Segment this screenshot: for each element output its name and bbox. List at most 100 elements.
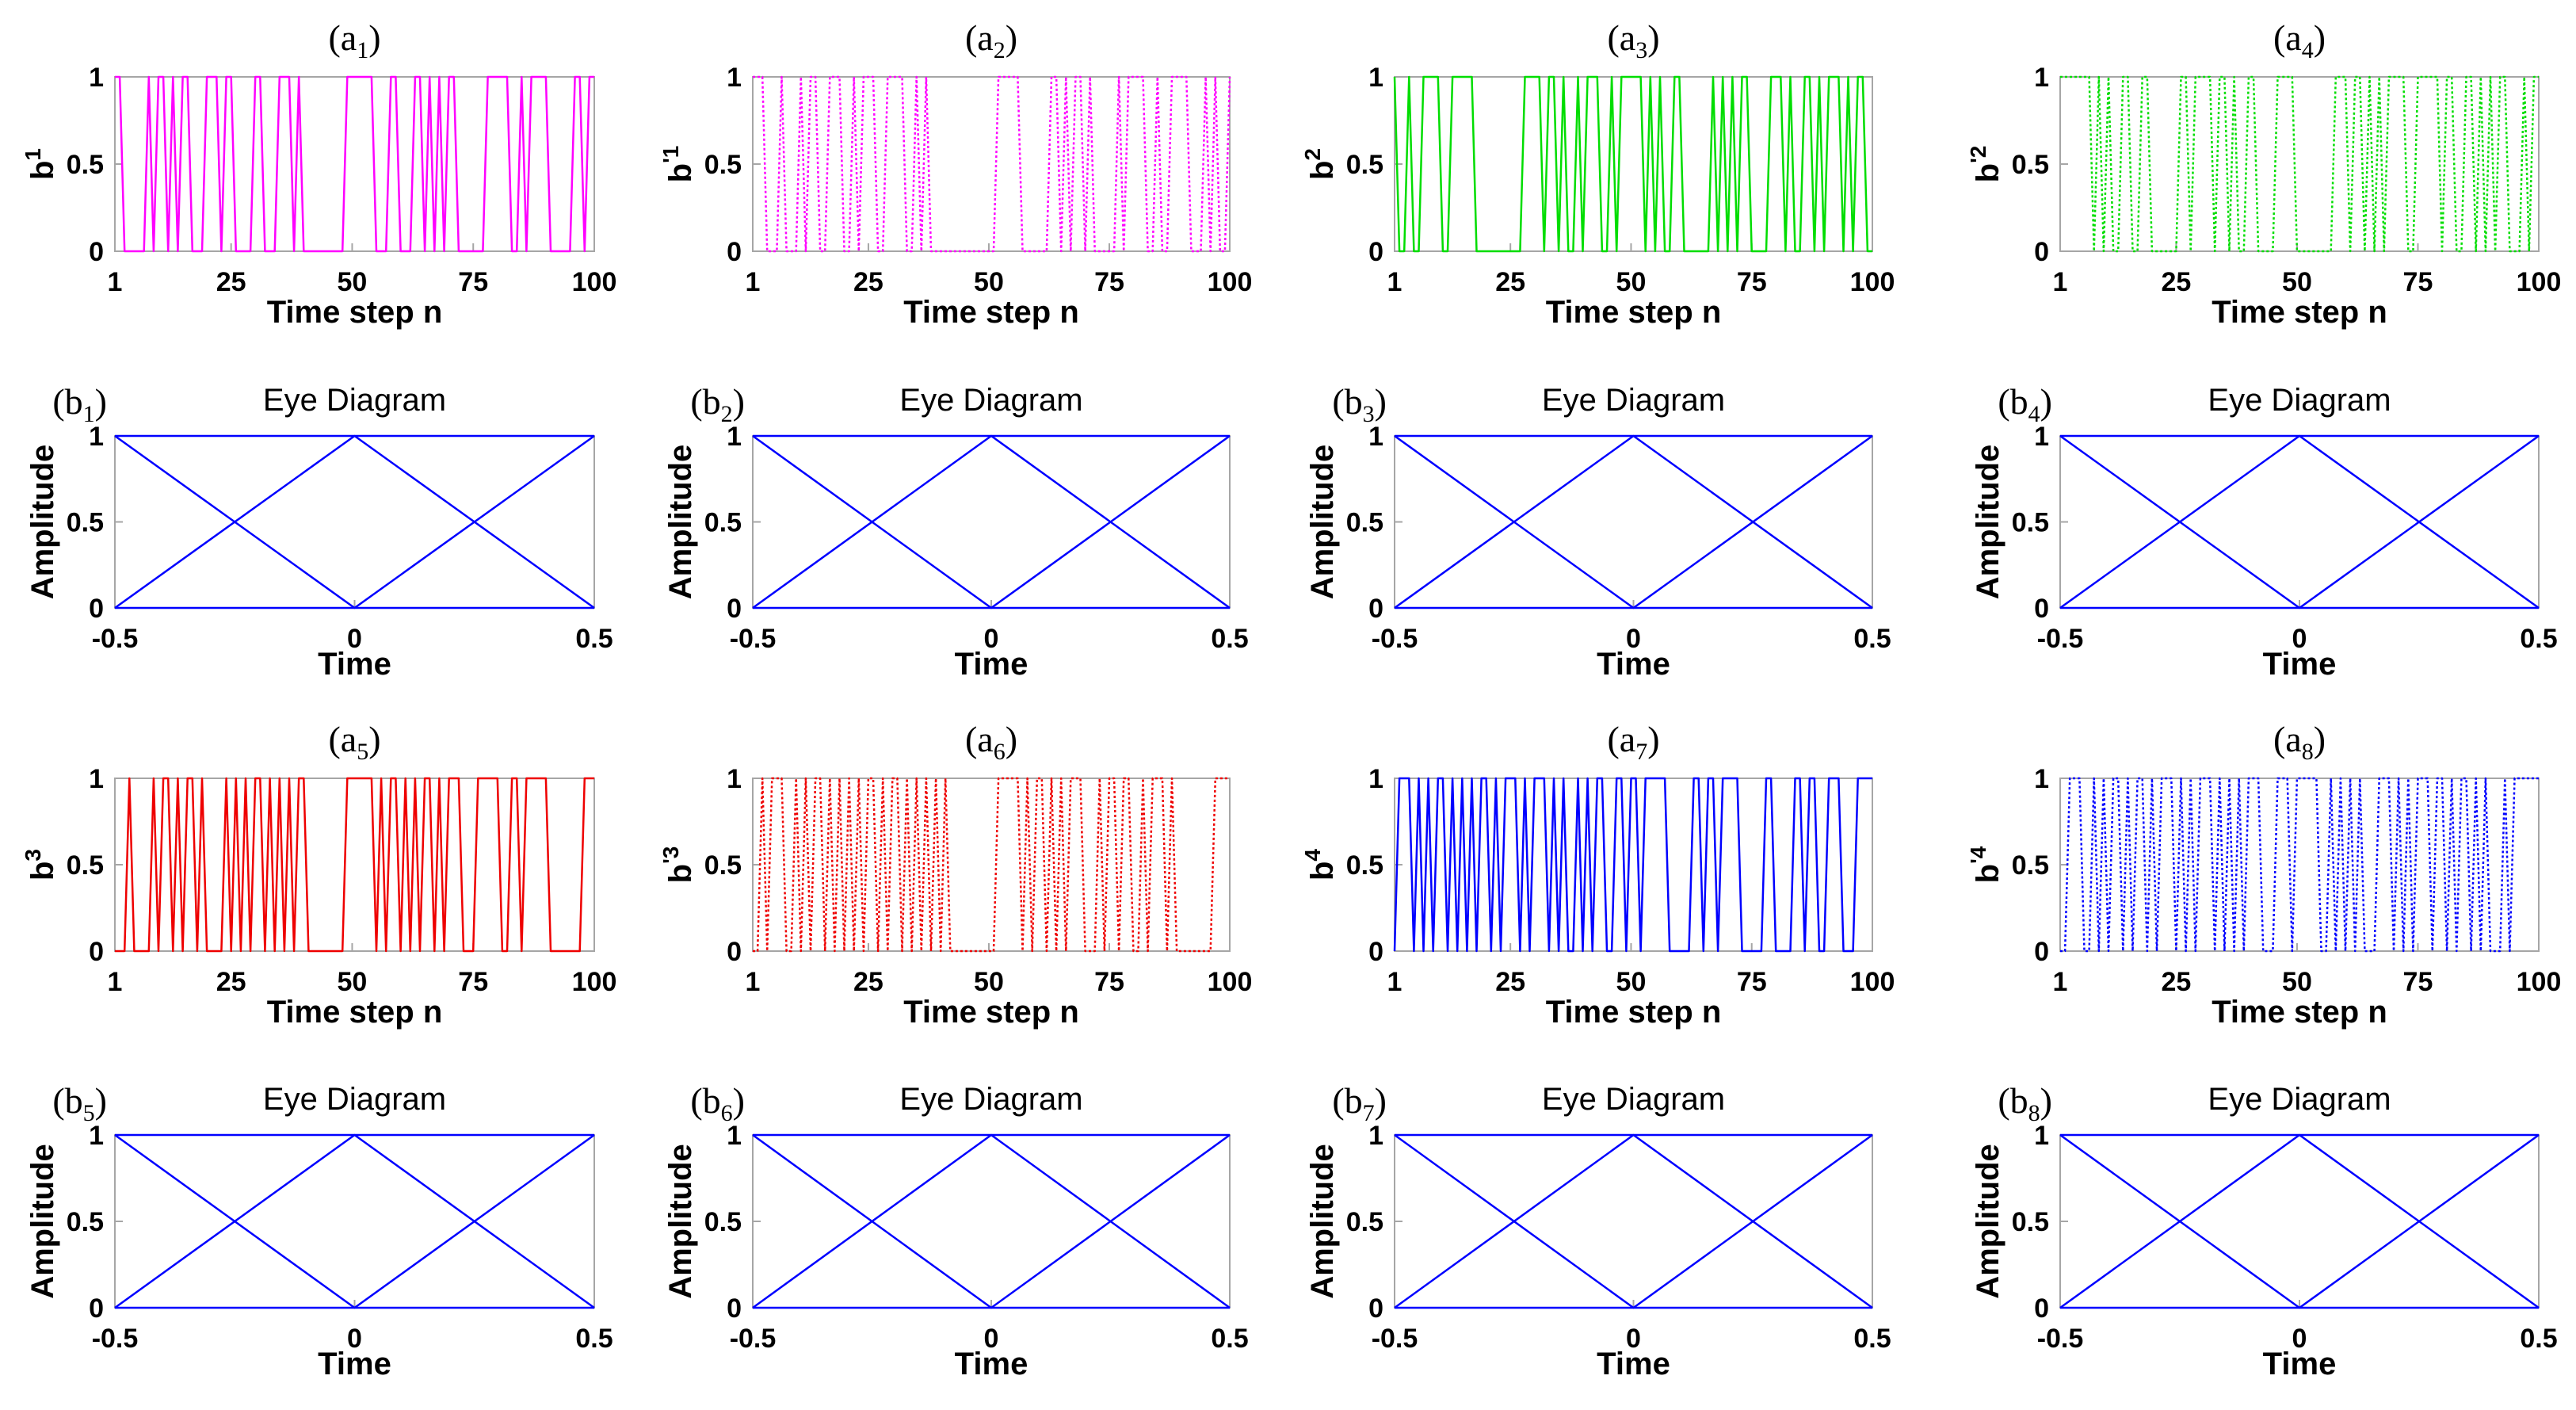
x-tick-label: 50 xyxy=(1616,967,1647,997)
panel-label-letter: b xyxy=(703,381,721,422)
series-line-fall-rise xyxy=(2059,1133,2540,1309)
x-tick-label: -0.5 xyxy=(1372,1324,1418,1354)
y-tick-label: 1 xyxy=(2034,764,2049,794)
x-tick-label: 50 xyxy=(1616,267,1647,297)
axes-frame xyxy=(752,1134,1231,1309)
x-tick-label: 75 xyxy=(1094,267,1124,297)
panel-label-close: ) xyxy=(2314,719,2326,759)
axes-frame xyxy=(752,435,1231,609)
y-tick-label: 0.5 xyxy=(67,850,104,881)
panel-label-open: ( xyxy=(690,1080,702,1121)
y-tick-label: 1 xyxy=(727,764,742,794)
series-line-fall-rise xyxy=(2059,434,2540,609)
panel-label: (b3) xyxy=(1332,381,1387,427)
panel-label-letter: b xyxy=(2010,381,2028,422)
panel-label: (a5) xyxy=(328,719,380,765)
x-axis-label: Time step n xyxy=(903,995,1079,1030)
y-tick-label: 1 xyxy=(89,422,104,452)
x-tick-label: 75 xyxy=(458,967,488,997)
x-tick-label: 0 xyxy=(2292,1324,2307,1354)
y-tick-label: 0 xyxy=(1368,1293,1383,1324)
panel-label-open: ( xyxy=(52,1080,64,1121)
panel-label-letter: a xyxy=(2285,17,2301,58)
y-axis-label-text: b xyxy=(663,163,698,182)
panel-label-subscript: 4 xyxy=(2302,37,2314,63)
y-axis-label: b'3 xyxy=(658,846,698,884)
panel-label-close: ) xyxy=(1375,1080,1387,1121)
panel-label-open: ( xyxy=(1332,1080,1344,1121)
x-tick-label: -0.5 xyxy=(92,1324,139,1354)
y-axis-label-text: Amplitude xyxy=(1305,1144,1340,1299)
panel-label-subscript: 8 xyxy=(2028,1100,2040,1126)
series-line-fall-rise xyxy=(752,1133,1231,1309)
series-line-rise-fall xyxy=(1394,434,1873,609)
x-tick-label: 50 xyxy=(2282,967,2312,997)
series-line-rise-fall xyxy=(114,434,595,609)
x-tick-label: 75 xyxy=(1094,967,1124,997)
x-tick-label: 25 xyxy=(216,967,246,997)
x-tick-label: 1 xyxy=(2053,967,2068,997)
panel-label-open: ( xyxy=(1607,719,1619,759)
x-tick-label: 0.5 xyxy=(1853,624,1891,654)
panel-label-open: ( xyxy=(52,381,64,422)
panel-label-open: ( xyxy=(2273,719,2285,759)
x-tick-label: 0.5 xyxy=(575,1324,613,1354)
y-tick-label: 1 xyxy=(2034,63,2049,93)
series-line-rise-fall xyxy=(2059,434,2540,609)
series-line-rise-fall xyxy=(1394,1133,1873,1309)
x-tick-label: 75 xyxy=(1737,267,1767,297)
x-axis-label: Time xyxy=(1597,647,1670,682)
y-tick-label: 0 xyxy=(727,237,742,267)
panel-a2: 0 0.5 1 1 25 50 75 100 Time step n b'1 (a2) xyxy=(658,17,1252,330)
x-tick-label: -0.5 xyxy=(730,1324,777,1354)
panel-label-subscript: 4 xyxy=(2028,401,2040,427)
x-axis-label: Time xyxy=(318,647,391,682)
x-axis-label: Time step n xyxy=(267,995,443,1030)
panel-a5: 0 0.5 1 1 25 50 75 100 Time step n b3 (a5) xyxy=(21,719,616,1030)
y-axis-label: Amplitude xyxy=(25,445,60,600)
y-tick-label: 0.5 xyxy=(704,508,742,538)
y-axis-label: b3 xyxy=(21,849,60,881)
panel-title: Eye Diagram xyxy=(1542,1082,1725,1117)
y-tick-label: 1 xyxy=(89,764,104,794)
panel-label: (b2) xyxy=(690,381,745,427)
x-axis-label: Time xyxy=(955,647,1028,682)
panel-label-open: ( xyxy=(690,381,702,422)
series-line-b^1 xyxy=(115,75,594,253)
y-axis-label: b'4 xyxy=(1966,846,2005,883)
y-tick-label: 0 xyxy=(1368,594,1383,624)
y-axis-label: b4 xyxy=(1300,849,1340,881)
panel-label-close: ) xyxy=(95,381,107,422)
series-line-rise-fall xyxy=(2059,1133,2540,1309)
series-line-fall-rise xyxy=(1394,434,1873,609)
panel-a6: 0 0.5 1 1 25 50 75 100 Time step n b'3 (a6) xyxy=(658,719,1252,1030)
y-tick-label: 1 xyxy=(89,63,104,93)
x-tick-label: 0.5 xyxy=(1853,1324,1891,1354)
y-axis-label-text: b xyxy=(1305,161,1340,180)
y-tick-label: 0 xyxy=(727,937,742,967)
x-tick-label: 1 xyxy=(108,967,123,997)
panel-label-close: ) xyxy=(368,17,380,58)
panel-label-letter: b xyxy=(1345,1080,1363,1121)
panel-a3: 0 0.5 1 1 25 50 75 100 Time step n b2 (a3) xyxy=(1300,17,1895,330)
y-tick-label: 1 xyxy=(1368,63,1383,93)
x-tick-label: 0.5 xyxy=(575,624,613,654)
panel-label-subscript: 3 xyxy=(1363,401,1375,427)
series-line-rise-fall xyxy=(752,1133,1231,1309)
panel-label-close: ) xyxy=(1006,719,1017,759)
panel-label-letter: a xyxy=(2285,719,2301,759)
panel-label-letter: a xyxy=(977,17,993,58)
x-tick-label: 25 xyxy=(1495,967,1525,997)
y-axis-label-text: b xyxy=(1971,864,2005,883)
panel-label-close: ) xyxy=(95,1080,107,1121)
x-tick-label: 100 xyxy=(1850,967,1895,997)
x-tick-label: 0 xyxy=(2292,624,2307,654)
y-axis-label: Amplitude xyxy=(663,445,698,600)
y-axis-label-superscript: '4 xyxy=(1966,846,1990,864)
